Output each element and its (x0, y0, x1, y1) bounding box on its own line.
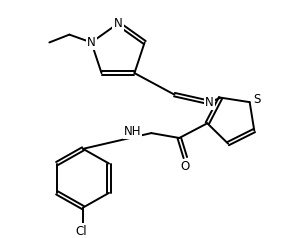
Text: N: N (205, 96, 214, 109)
Text: N: N (114, 17, 122, 30)
Text: S: S (253, 93, 260, 106)
Text: O: O (181, 160, 190, 173)
Text: N: N (87, 36, 96, 49)
Text: NH: NH (124, 125, 141, 138)
Text: Cl: Cl (75, 225, 87, 238)
